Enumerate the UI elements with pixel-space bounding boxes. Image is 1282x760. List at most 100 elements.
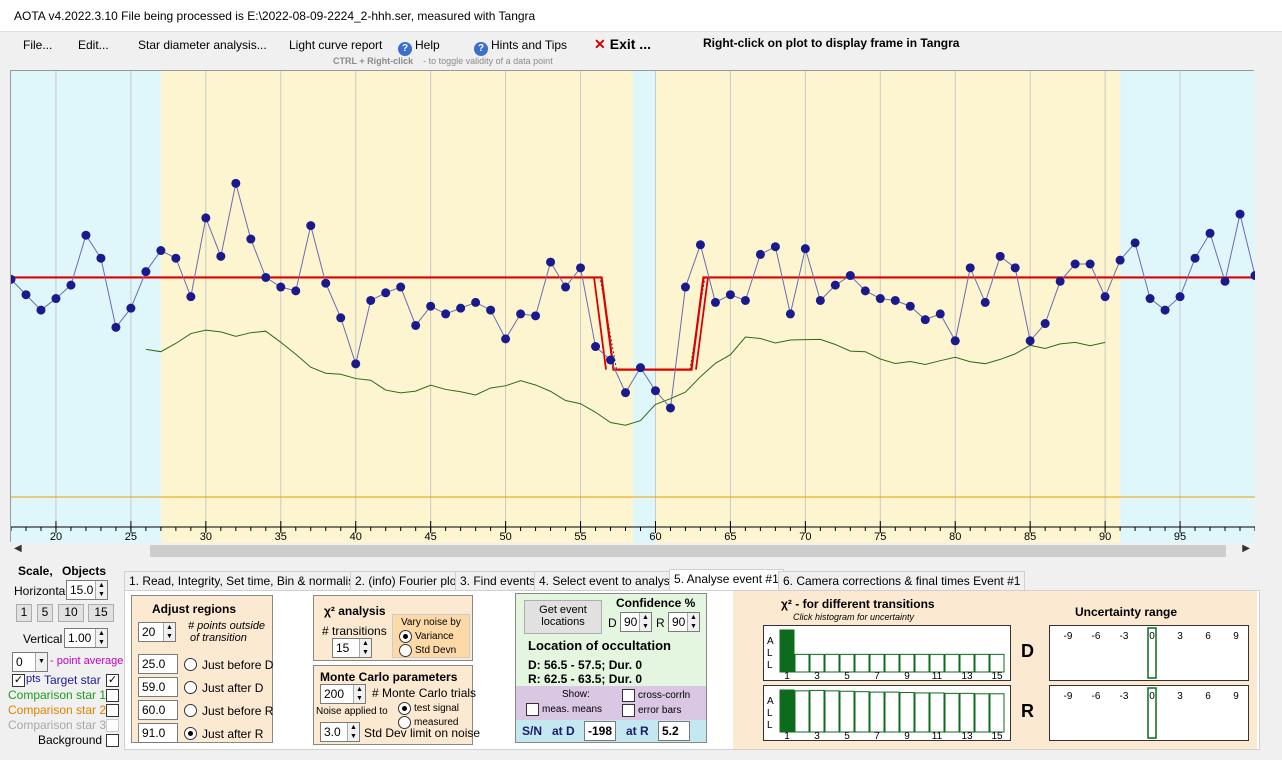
just-after-r-radio[interactable]	[184, 727, 197, 740]
menu-hints[interactable]: ? Hints and Tips	[474, 38, 567, 56]
scroll-left-icon[interactable]: ◀	[14, 543, 22, 554]
points-outside-spinner[interactable]: 20 ▲ ▼	[138, 622, 176, 642]
scale-button-10[interactable]: 10	[58, 604, 84, 622]
data-point	[501, 334, 511, 344]
spinner-arrows-icon[interactable]: ▲ ▼	[95, 581, 107, 599]
std-dev-limit-spinner[interactable]: 3.0 ▲ ▼	[320, 722, 360, 742]
menu-edit[interactable]: Edit...	[78, 38, 109, 52]
scale-button-1[interactable]: 1	[16, 604, 32, 622]
plot-horizontal-scrollbar[interactable]: ◀ ▶	[10, 543, 1254, 559]
confidence-d-spinner[interactable]: 90 ▲ ▼	[620, 612, 652, 632]
data-point	[141, 267, 151, 277]
menu-light-curve-report[interactable]: Light curve report	[289, 38, 383, 52]
menu-file[interactable]: File...	[23, 38, 53, 52]
confidence-d-value: 90	[624, 615, 638, 629]
location-title: Location of occultation	[528, 638, 671, 653]
monte-carlo-trials-label: # Monte Carlo trials	[372, 686, 477, 700]
data-point	[785, 309, 795, 319]
vertical-scale-spinner[interactable]: 1.00 ▲ ▼	[64, 628, 108, 648]
scroll-right-icon[interactable]: ▶	[1242, 543, 1250, 554]
light-curve-plot[interactable]: 20 25 30 35 40 45 50 55 60 65 70 75 80 85 90 95	[10, 70, 1255, 543]
confidence-r-spinner[interactable]: 90 ▲ ▼	[668, 612, 700, 632]
tab-analyse-event[interactable]: 5. Analyse event #1	[669, 569, 784, 590]
just-after-r-value[interactable]: 91.0	[138, 723, 178, 743]
confidence-d-label: D	[608, 616, 617, 630]
sn-at-d-label: at D	[552, 724, 575, 738]
just-after-d-radio[interactable]	[184, 681, 197, 694]
comparison-star-3-checkbox[interactable]	[106, 719, 119, 732]
chi2-title: χ² analysis	[324, 604, 386, 618]
data-point	[1190, 253, 1200, 263]
scale-objects-panel: Scale, Objects Horizontal 15.0 ▲ ▼ 1 5 10 …	[8, 562, 124, 760]
target-star-checkbox[interactable]: ✓	[106, 674, 119, 687]
histogram-title: χ² - for different transitions	[781, 597, 935, 611]
just-before-r-value[interactable]: 60.0	[138, 700, 178, 720]
pts-checkbox[interactable]: ✓	[12, 674, 25, 687]
spinner-arrows-icon[interactable]: ▲ ▼	[163, 623, 175, 641]
r-histogram[interactable]: A L L 1 3 5 7 9 11 13 15	[763, 685, 1011, 742]
confidence-label: Confidence %	[616, 596, 696, 610]
scale-button-15[interactable]: 15	[88, 604, 114, 622]
scale-button-5[interactable]: 5	[37, 604, 53, 622]
spinner-arrows-icon[interactable]: ▲ ▼	[687, 613, 699, 631]
tab-fourier[interactable]: 2. (info) Fourier plot	[350, 571, 465, 590]
cross-corrln-checkbox[interactable]	[622, 689, 635, 702]
tab-find-events[interactable]: 3. Find events	[455, 571, 541, 590]
r-histogram-tick: 7	[874, 731, 880, 740]
error-bars-checkbox[interactable]	[622, 704, 635, 717]
d-histogram[interactable]: A L L 1 3 5 7 9 11 13 15	[763, 625, 1011, 682]
transitions-spinner[interactable]: 15 ▲ ▼	[332, 638, 372, 658]
comparison-star-2-checkbox[interactable]	[106, 704, 119, 717]
background-checkbox[interactable]	[106, 734, 119, 747]
get-event-locations-button[interactable]: Get event locations	[524, 600, 602, 634]
spinner-arrows-icon[interactable]: ▲ ▼	[353, 685, 365, 703]
data-point	[1100, 292, 1110, 302]
spinner-arrows-icon[interactable]: ▲ ▼	[95, 629, 107, 647]
menu-help[interactable]: ? Help	[398, 38, 440, 56]
d-histogram-bar	[914, 653, 930, 673]
just-after-d-value[interactable]: 59.0	[138, 677, 178, 697]
spinner-arrows-icon[interactable]: ▲ ▼	[347, 723, 359, 741]
data-point	[710, 297, 720, 307]
scroll-thumb[interactable]	[150, 545, 1226, 557]
tab-read[interactable]: 1. Read, Integrity, Set time, Bin & norm…	[124, 571, 366, 590]
r-histogram-bar	[869, 691, 885, 733]
ctrl-hint-key: CTRL + Right-click	[333, 56, 414, 66]
meas-means-checkbox[interactable]	[526, 703, 539, 716]
just-before-d-value[interactable]: 25.0	[138, 654, 178, 674]
point-average-select[interactable]: 0 ▼	[12, 652, 48, 672]
r-histogram-bar	[944, 692, 960, 733]
x-tick-label: 45	[425, 531, 437, 543]
comparison-star-1-checkbox[interactable]	[106, 689, 119, 702]
tab-camera-corrections[interactable]: 6. Camera corrections & final times Even…	[778, 571, 1026, 590]
light-curve-svg[interactable]: 20 25 30 35 40 45 50 55 60 65 70 75 80 85 90 95	[11, 71, 1255, 543]
r-uncertainty-tick: -3	[1120, 691, 1129, 702]
test-signal-radio[interactable]	[398, 702, 411, 715]
data-point	[890, 295, 900, 305]
menu-exit[interactable]: ✕ Exit ...	[594, 36, 651, 53]
spinner-arrows-icon[interactable]: ▲ ▼	[359, 639, 371, 657]
variance-radio[interactable]	[399, 630, 412, 643]
objects-title: Objects	[62, 564, 107, 578]
chevron-down-icon[interactable]: ▼	[35, 653, 47, 671]
data-point	[1040, 319, 1050, 329]
just-before-d-label: Just before D	[202, 658, 274, 672]
data-point	[321, 278, 331, 288]
data-point	[11, 274, 16, 284]
just-before-r-label: Just before R	[202, 704, 274, 718]
monte-carlo-trials-spinner[interactable]: 200 ▲ ▼	[320, 684, 366, 704]
menu-star-diameter[interactable]: Star diameter analysis...	[138, 38, 267, 52]
horizontal-scale-spinner[interactable]: 15.0 ▲ ▼	[66, 580, 108, 600]
measured-radio[interactable]	[398, 716, 411, 729]
d-uncertainty-plot[interactable]: -9 -6 -3 0 3 6 9	[1049, 625, 1249, 681]
just-before-d-radio[interactable]	[184, 658, 197, 671]
std-devn-radio[interactable]	[399, 644, 412, 657]
just-before-r-radio[interactable]	[184, 704, 197, 717]
r-uncertainty-plot[interactable]: -9 -6 -3 0 3 6 9	[1049, 685, 1249, 741]
pts-label: pts	[26, 673, 41, 685]
r-side-letter: A	[767, 696, 774, 707]
spinner-arrows-icon[interactable]: ▲ ▼	[639, 613, 651, 631]
tab-select-event[interactable]: 4. Select event to analyse	[534, 571, 682, 590]
